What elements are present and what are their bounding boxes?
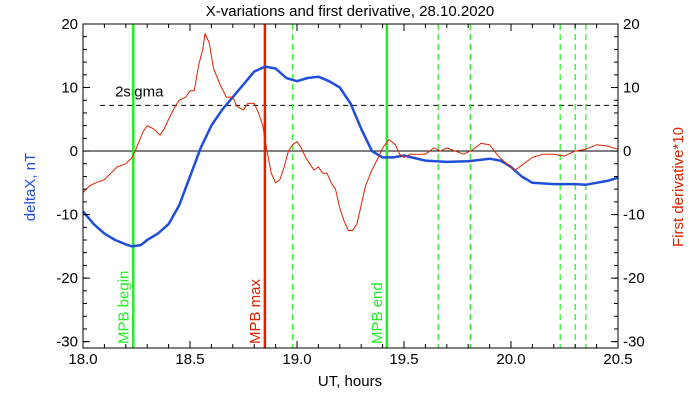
y-tick-label-left-1: 10 bbox=[61, 80, 78, 97]
y-tick-label-right-2: 0 bbox=[623, 143, 631, 160]
y-tick-label-right-0: 20 bbox=[623, 16, 640, 33]
x-tick-label-4: 20.0 bbox=[496, 351, 525, 368]
x-tick-label-0: 18.0 bbox=[68, 351, 97, 368]
x-tick-label-3: 19.5 bbox=[389, 351, 418, 368]
plot-layer: 2sigma MPB begin MPB max MPB end 18.0 18.5 19.… bbox=[56, 16, 644, 368]
vertical-line-label-0: MPB begin bbox=[115, 271, 132, 344]
x-axis-title: UT, hours bbox=[318, 373, 382, 390]
y-tick-label-right-1: 10 bbox=[623, 80, 640, 97]
y-tick-label-left-2: 0 bbox=[70, 143, 78, 160]
plot-frame bbox=[82, 23, 619, 349]
series-line-0 bbox=[82, 65, 619, 248]
chart-title: X-variations and first derivative, 28.10… bbox=[206, 3, 495, 20]
y-tick-label-right-4: -20 bbox=[623, 270, 645, 287]
y-axis-title-right: First derivative*10 bbox=[670, 127, 687, 247]
y-tick-label-left-4: -20 bbox=[56, 270, 78, 287]
y-tick-label-right-3: -10 bbox=[623, 207, 645, 224]
x-tick-label-1: 18.5 bbox=[175, 351, 204, 368]
y-axis-title-left: deltaX, nT bbox=[22, 153, 39, 221]
y-tick-label-left-5: -30 bbox=[56, 334, 78, 351]
y-tick-label-right-5: -30 bbox=[623, 334, 645, 351]
x-tick-label-2: 19.0 bbox=[282, 351, 311, 368]
vertical-line-label-1: MPB max bbox=[247, 278, 264, 344]
y-tick-label-left-0: 20 bbox=[61, 16, 78, 33]
series-line-1 bbox=[82, 33, 619, 231]
threshold-label: 2sigma bbox=[115, 83, 164, 100]
vertical-line-label-3: MPB end bbox=[369, 282, 386, 344]
x-tick-label-5: 20.5 bbox=[603, 351, 632, 368]
y-tick-label-left-3: -10 bbox=[56, 207, 78, 224]
